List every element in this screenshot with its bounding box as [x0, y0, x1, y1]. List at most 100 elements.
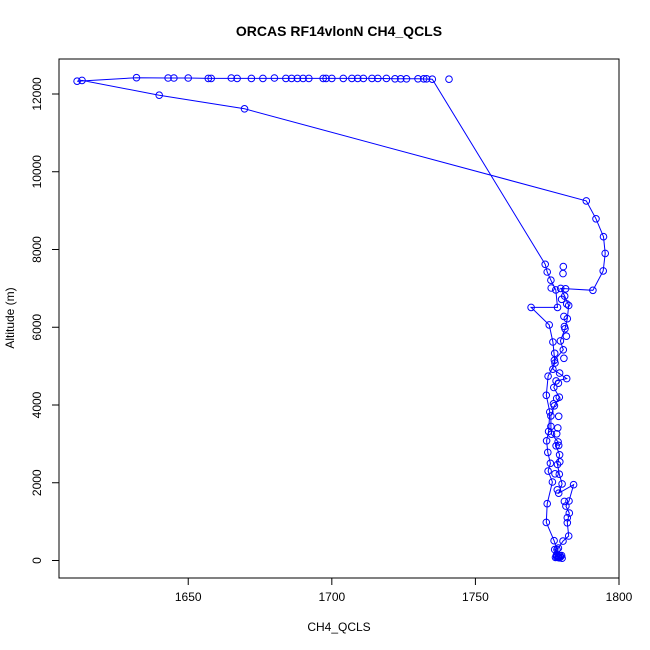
- data-point: [582, 197, 591, 205]
- data-point: [552, 394, 561, 403]
- data-point: [553, 545, 561, 554]
- data-point: [554, 424, 562, 432]
- data-point: [353, 74, 362, 83]
- data-point: [184, 74, 192, 82]
- series-line: [77, 77, 606, 559]
- data-point: [550, 349, 559, 358]
- data-point: [132, 73, 141, 82]
- data-point: [549, 400, 558, 408]
- data-point: [547, 284, 556, 292]
- data-point: [559, 262, 568, 271]
- data-point: [170, 74, 178, 82]
- y-tick-label: 6000: [30, 314, 44, 341]
- data-point: [563, 513, 572, 522]
- data-point: [368, 74, 376, 83]
- x-axis-label: CH4_QCLS: [307, 620, 370, 634]
- data-point: [428, 75, 437, 83]
- data-point: [589, 286, 597, 295]
- data-point: [339, 74, 348, 83]
- data-point: [556, 553, 565, 561]
- data-point: [541, 260, 550, 269]
- data-point: [554, 489, 563, 498]
- data-point: [551, 470, 559, 478]
- y-tick-label: 0: [30, 557, 44, 564]
- data-point: [559, 537, 567, 545]
- data-point: [558, 480, 566, 488]
- data-point: [204, 74, 213, 83]
- data-point: [550, 383, 558, 392]
- data-point: [599, 232, 608, 241]
- data-point: [561, 285, 570, 293]
- data-point: [543, 499, 552, 508]
- data-point: [422, 75, 431, 83]
- data-point: [259, 74, 267, 83]
- data-point: [293, 74, 302, 83]
- data-point: [328, 74, 336, 83]
- data-point: [556, 458, 564, 466]
- data-point: [554, 412, 563, 421]
- data-point: [542, 437, 551, 445]
- data-point: [73, 77, 81, 85]
- data-point: [155, 91, 163, 99]
- chart-title: ORCAS RF14vlonN CH4_QCLS: [236, 23, 442, 39]
- data-point: [299, 74, 307, 83]
- y-axis: 0 2000 4000 6000 8000 10000 12000: [30, 77, 60, 564]
- data-point: [554, 438, 562, 446]
- data-point: [562, 332, 571, 341]
- data-point: [552, 442, 560, 450]
- data-point: [569, 480, 578, 489]
- data-point: [549, 338, 557, 346]
- data-point: [552, 377, 560, 385]
- data-point: [560, 312, 568, 321]
- plot-frame: [58, 58, 620, 579]
- data-point: [564, 532, 573, 540]
- series-group: [73, 73, 610, 563]
- data-point: [556, 337, 565, 345]
- data-point: [554, 379, 563, 388]
- data-point: [559, 346, 568, 354]
- data-point: [560, 354, 568, 363]
- data-point: [552, 286, 560, 294]
- data-point: [402, 75, 411, 83]
- data-point: [240, 105, 249, 113]
- data-point: [560, 497, 569, 506]
- data-point: [599, 267, 608, 275]
- data-point: [550, 545, 559, 554]
- data-point: [562, 374, 571, 383]
- data-point: [565, 497, 573, 505]
- data-point: [322, 74, 330, 83]
- data-point: [359, 74, 368, 83]
- data-point: [556, 284, 565, 293]
- data-point: [562, 300, 571, 308]
- y-axis-label: Altitude (m): [3, 287, 17, 348]
- data-point: [270, 74, 279, 82]
- data-point: [419, 75, 428, 83]
- data-point: [445, 75, 453, 83]
- y-tick-label: 2000: [30, 469, 44, 496]
- data-point: [547, 422, 555, 431]
- y-tick-label: 4000: [30, 391, 44, 418]
- data-point: [319, 74, 328, 83]
- data-point: [305, 74, 313, 83]
- data-point: [555, 369, 564, 377]
- data-point: [601, 249, 610, 258]
- x-tick-label: 1750: [462, 590, 489, 604]
- data-point: [348, 74, 356, 83]
- data-point: [542, 518, 551, 527]
- y-tick-label: 8000: [30, 236, 44, 263]
- data-point: [543, 268, 552, 276]
- data-point: [396, 75, 405, 83]
- data-point: [550, 536, 558, 545]
- data-point: [552, 430, 561, 438]
- data-point: [382, 74, 391, 83]
- data-point: [557, 295, 566, 304]
- data-point: [78, 76, 86, 85]
- data-point: [547, 412, 555, 420]
- x-tick-label: 1650: [175, 590, 202, 604]
- x-tick-label: 1800: [606, 590, 633, 604]
- y-tick-label: 12000: [30, 77, 44, 111]
- data-point: [553, 486, 562, 494]
- data-point: [227, 74, 236, 82]
- data-point: [542, 391, 551, 400]
